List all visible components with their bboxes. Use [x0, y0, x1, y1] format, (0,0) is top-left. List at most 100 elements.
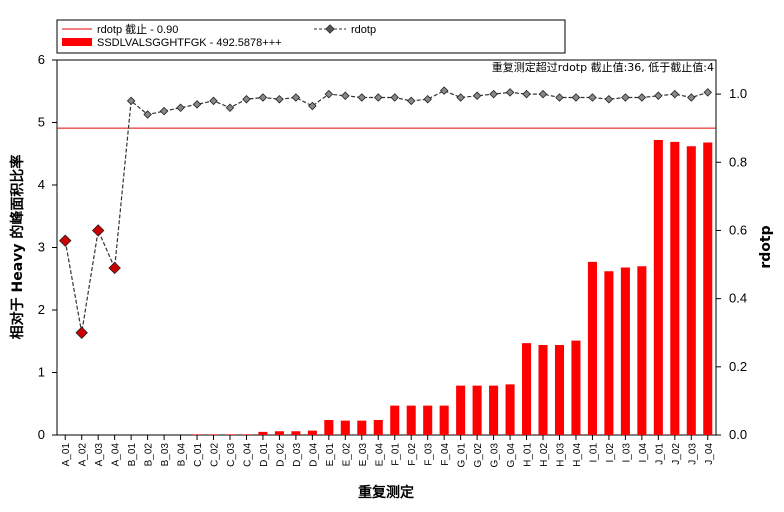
rdotp-point-I_03: [621, 93, 630, 102]
bar-I_02: [604, 271, 614, 435]
x-tick-label: C_03: [226, 443, 237, 467]
x-tick-label: D_04: [308, 443, 319, 467]
rdotp-point-H_04: [571, 93, 581, 102]
x-tick-label: D_03: [292, 443, 303, 467]
y-axis-title: 相对于 Heavy 的峰面积比率: [9, 155, 26, 340]
x-tick-label: A_04: [111, 443, 122, 467]
left-tick-label: 3: [38, 240, 45, 255]
x-tick-label: H_03: [555, 443, 566, 467]
rdotp-point-A_04: [108, 261, 121, 275]
x-tick-label: G_02: [473, 443, 484, 468]
bar-D_04: [307, 430, 317, 436]
rdotp-point-B_04: [176, 103, 185, 112]
legend-bar-label: SSDLVALSGGHTFGK - 492.5878+++: [97, 37, 282, 49]
bar-C_01: [192, 434, 202, 436]
rdotp-point-D_02: [275, 94, 284, 104]
bar-E_04: [373, 420, 383, 435]
rdotp-point-F_01: [390, 93, 399, 102]
left-tick-label: 4: [38, 177, 45, 192]
x-tick-label: F_02: [407, 443, 418, 466]
bar-G_02: [472, 385, 482, 436]
right-axis-ticks: 0.0 0.2 0.4 0.6 0.8 1.0: [716, 86, 747, 442]
rdotp-point-H_02: [538, 89, 548, 99]
rdotp-point-E_01: [324, 89, 334, 99]
right-tick-label: 0.2: [729, 359, 747, 374]
x-tick-label: C_02: [210, 443, 221, 467]
bar-H_04: [571, 340, 581, 436]
legend-cutoff-label: rdotp 截止 - 0.90: [97, 22, 178, 36]
bar-G_04: [505, 384, 515, 436]
rdotp-point-D_01: [258, 93, 268, 102]
bar-E_01: [324, 420, 334, 435]
rdotp-point-F_03: [423, 94, 432, 104]
x-tick-label: G_01: [457, 443, 468, 468]
rdotp-point-H_01: [522, 89, 531, 99]
x-tick-label: H_01: [523, 443, 534, 467]
legend: rdotp 截止 - 0.90 SSDLVALSGGHTFGK - 492.58…: [56, 19, 566, 54]
y2-axis-title: rdotp: [758, 225, 774, 268]
bar-J_01: [653, 140, 663, 435]
left-tick-label: 1: [38, 365, 45, 380]
rdotp-point-G_03: [489, 89, 498, 99]
bar-C_03: [225, 434, 235, 436]
x-tick-label: B_03: [160, 443, 171, 467]
x-tick-label: D_01: [259, 443, 270, 467]
x-tick-label: G_03: [490, 443, 501, 468]
rdotp-point-C_02: [209, 96, 218, 106]
x-tick-label: J_03: [687, 443, 698, 465]
bar-I_03: [620, 267, 630, 435]
x-tick-label: J_04: [704, 443, 715, 465]
bar-J_02: [670, 141, 680, 436]
rdotp-point-B_03: [159, 106, 169, 116]
x-tick-label: G_04: [506, 443, 517, 468]
bar-C_04: [241, 434, 251, 436]
bar-E_02: [340, 420, 350, 436]
rdotp-point-A_03: [91, 224, 105, 237]
rdotp-point-I_01: [588, 93, 597, 102]
bar-F_01: [390, 405, 400, 436]
x-tick-label: E_04: [374, 443, 385, 467]
rdotp-point-H_03: [555, 93, 564, 102]
left-axis-ticks: 0 1 2 3 4 5 6: [38, 52, 57, 442]
right-tick-label: 0.6: [729, 222, 747, 237]
rdotp-point-A_02: [75, 326, 88, 339]
rdotp-point-B_02: [143, 110, 152, 119]
x-tick-label: D_02: [275, 443, 286, 467]
x-tick-label: C_04: [242, 443, 253, 467]
right-tick-label: 0.4: [729, 291, 747, 306]
x-tick-label: F_01: [391, 443, 402, 466]
bar-C_02: [208, 434, 219, 436]
rdotp-point-C_04: [242, 94, 251, 104]
legend-line-swatch: [314, 24, 346, 34]
left-tick-label: 0: [38, 427, 45, 442]
x-tick-label: E_03: [358, 443, 369, 467]
bar-J_03: [686, 146, 696, 435]
rdotp-point-E_03: [357, 93, 367, 102]
right-tick-label: 0.0: [729, 427, 747, 442]
rdotp-point-J_01: [654, 91, 663, 101]
x-tick-label: I_03: [621, 443, 632, 463]
x-tick-label: A_03: [94, 443, 105, 467]
bar-J_04: [703, 142, 713, 435]
bar-H_01: [522, 343, 532, 436]
rdotp-line: [64, 90, 708, 333]
bar-G_01: [456, 385, 466, 436]
rdotp-point-D_04: [308, 101, 317, 111]
legend-line-label: rdotp: [351, 24, 376, 36]
bar-G_03: [489, 385, 499, 436]
bar-F_02: [406, 405, 416, 436]
rdotp-point-J_03: [687, 93, 696, 102]
x-tick-label: J_02: [671, 443, 682, 465]
rdotp-point-F_02: [406, 96, 416, 106]
bar-D_01: [258, 431, 268, 436]
x-tick-label: I_02: [605, 443, 616, 463]
x-tick-label: C_01: [193, 443, 204, 467]
bar-I_01: [587, 261, 597, 436]
x-axis-ticks: A_01 A_02 A_03 A_04 B_01 B_02 B_03 B_04 C_01 C_02…: [61, 435, 715, 467]
x-tick-label: E_01: [325, 443, 336, 467]
rdotp-point-E_04: [374, 93, 383, 102]
left-tick-label: 5: [38, 115, 45, 130]
bar-F_03: [423, 405, 433, 436]
x-tick-label: F_03: [424, 443, 435, 466]
